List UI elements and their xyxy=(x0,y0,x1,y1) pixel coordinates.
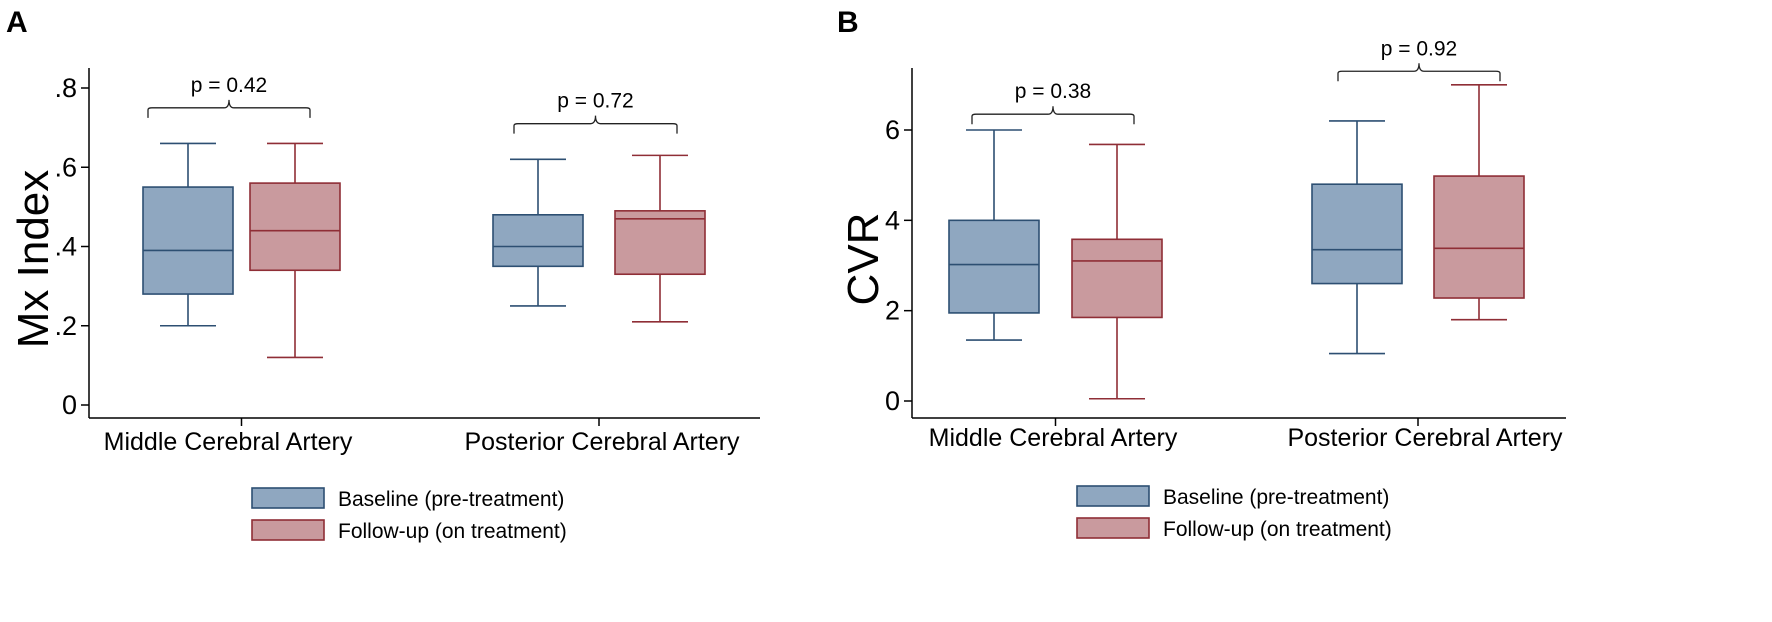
p-value-label: p = 0.72 xyxy=(557,90,633,113)
p-value-annotation: p = 0.38 xyxy=(971,80,1135,125)
panel-label: B xyxy=(837,6,859,39)
iqr-box xyxy=(142,186,234,295)
box-baseline-1 xyxy=(1311,120,1403,355)
box-followup-1 xyxy=(614,154,706,323)
x-tick-label: Posterior Cerebral Artery xyxy=(1287,424,1563,452)
box-followup-0 xyxy=(249,142,341,359)
iqr-box xyxy=(948,219,1040,314)
box-baseline-0 xyxy=(142,142,234,327)
p-value-annotation: p = 0.42 xyxy=(147,74,311,118)
y-tick-label: 2 xyxy=(885,296,900,326)
legend-swatch xyxy=(1076,485,1150,507)
iqr-box xyxy=(249,182,341,272)
y-tick-label: 0 xyxy=(62,390,77,420)
x-tick-label: Posterior Cerebral Artery xyxy=(464,428,740,456)
y-axis-title: CVR xyxy=(839,213,888,306)
legend-swatch xyxy=(251,519,325,541)
y-tick-label: 4 xyxy=(885,205,900,235)
p-value-label: p = 0.92 xyxy=(1381,37,1457,60)
box-followup-1 xyxy=(1433,84,1525,321)
legend: Baseline (pre-treatment) Follow-up (on tr… xyxy=(1076,485,1392,541)
p-value-label: p = 0.38 xyxy=(1015,80,1091,103)
panel-b: B CVR 0 2 4 6 Middle Cerebral Artery Posterior … xyxy=(837,6,1566,541)
iqr-box xyxy=(614,210,706,276)
iqr-box xyxy=(1311,183,1403,285)
p-value-label: p = 0.42 xyxy=(191,74,267,97)
y-tick-label: .4 xyxy=(54,232,77,262)
y-tick-label: .6 xyxy=(54,152,77,182)
panel-a: A Mx Index 0 .2 .4 .6 .8 Middle Cerebral Artery… xyxy=(6,6,760,543)
y-axis-title: Mx Index xyxy=(9,170,58,349)
p-value-bracket xyxy=(513,115,678,134)
y-tick-label: 6 xyxy=(885,115,900,145)
iqr-box xyxy=(1071,238,1163,319)
legend-label: Baseline (pre-treatment) xyxy=(1163,486,1389,509)
p-value-bracket xyxy=(1337,63,1501,82)
legend-label: Baseline (pre-treatment) xyxy=(338,488,564,511)
y-tick-label: .2 xyxy=(54,311,77,341)
legend: Baseline (pre-treatment) Follow-up (on tr… xyxy=(251,487,567,543)
legend-swatch xyxy=(251,487,325,509)
box-followup-0 xyxy=(1071,143,1163,400)
iqr-box xyxy=(1433,175,1525,299)
legend-label: Follow-up (on treatment) xyxy=(1163,518,1392,541)
p-value-bracket xyxy=(147,99,311,118)
x-tick-label: Middle Cerebral Artery xyxy=(104,428,353,456)
p-value-annotation: p = 0.92 xyxy=(1337,37,1501,82)
box-baseline-1 xyxy=(492,158,584,307)
panel-label: A xyxy=(6,6,28,39)
legend-label: Follow-up (on treatment) xyxy=(338,520,567,543)
x-tick-label: Middle Cerebral Artery xyxy=(929,424,1178,452)
y-tick-label: 0 xyxy=(885,386,900,416)
iqr-box xyxy=(492,214,584,268)
p-value-annotation: p = 0.72 xyxy=(513,90,678,134)
legend-swatch xyxy=(1076,517,1150,539)
box-baseline-0 xyxy=(948,129,1040,341)
y-tick-label: .8 xyxy=(54,73,77,103)
p-value-bracket xyxy=(971,106,1135,125)
